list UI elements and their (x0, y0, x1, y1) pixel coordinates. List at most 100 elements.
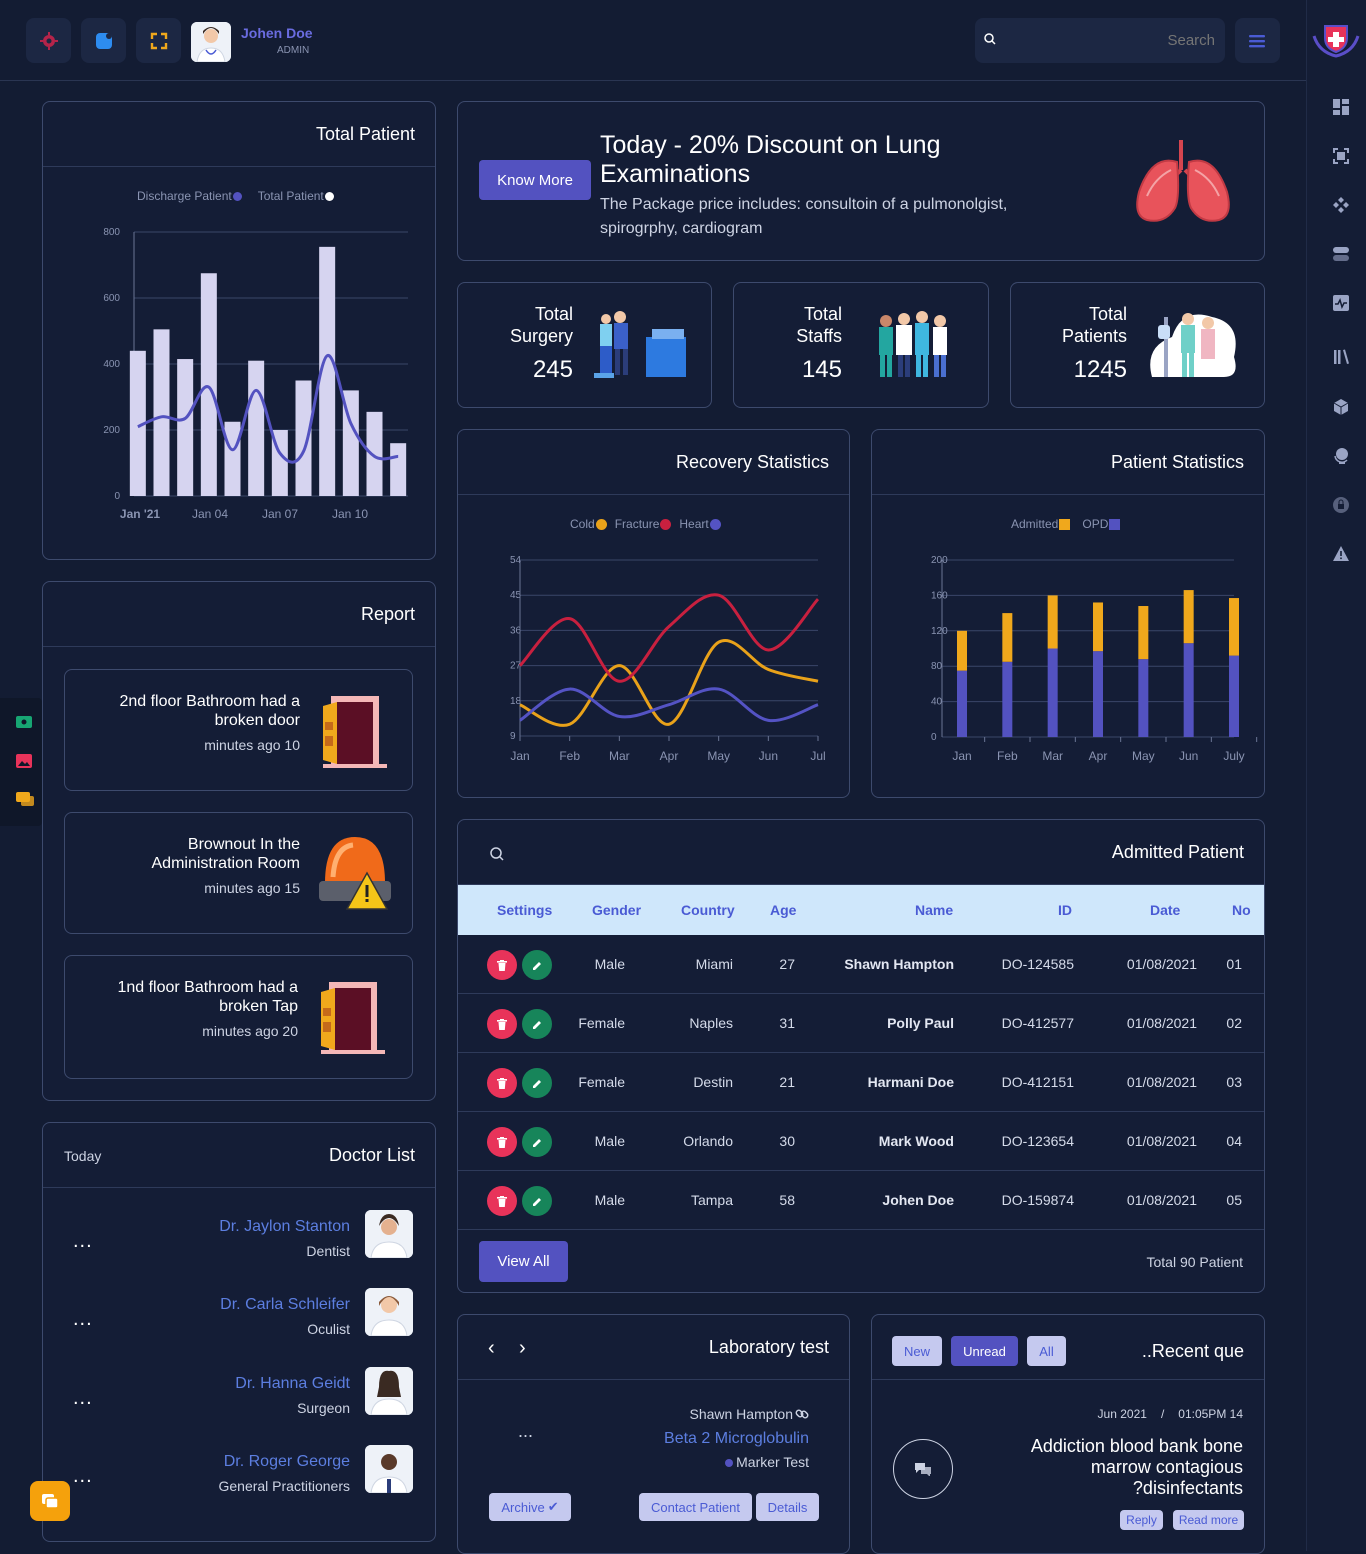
column-header[interactable]: Country (681, 902, 735, 918)
column-header[interactable]: No (1232, 902, 1251, 918)
delete-button[interactable] (487, 1186, 517, 1216)
toggle-icon[interactable] (1332, 245, 1350, 263)
chat-icon[interactable] (16, 792, 34, 806)
doctor-list-item[interactable]: ... Dr. Carla Schleifer Oculist (43, 1288, 435, 1366)
cell-name[interactable]: Mark Wood (878, 1133, 954, 1149)
column-header[interactable]: Name (915, 902, 954, 918)
table-row[interactable]: Male Tampa 58 Johen Doe DO-159874 01/08/2021 0… (458, 1171, 1264, 1230)
table-row[interactable]: Male Orlando 30 Mark Wood DO-123654 01/08/202… (458, 1112, 1264, 1171)
image-icon[interactable] (16, 754, 32, 768)
archive-button[interactable]: Archive ✔ (489, 1493, 571, 1521)
layout-icon[interactable] (1332, 147, 1350, 165)
cell-name[interactable]: Johen Doe (882, 1192, 954, 1208)
report-item[interactable]: 2nd floor Bathroom had a broken door minu… (64, 669, 413, 791)
doctor-list-item[interactable]: ... Dr. Jaylon Stanton Dentist (43, 1210, 435, 1288)
previous-arrow-icon[interactable]: ‹ (488, 1337, 495, 1359)
x-tick-label: May (1132, 749, 1155, 763)
doctor-name[interactable]: Dr. Carla Schleifer (220, 1296, 350, 1313)
search-input[interactable] (1005, 18, 1215, 63)
doctor-name[interactable]: Dr. Hanna Geidt (235, 1375, 350, 1392)
user-name[interactable]: Johen Doe (241, 25, 313, 41)
x-tick-label: Jan (510, 749, 529, 763)
tab-unread[interactable]: Unread (951, 1336, 1018, 1366)
contact-patient-button[interactable]: Contact Patient (639, 1493, 752, 1521)
edit-button[interactable] (522, 1009, 552, 1039)
question-line: Addiction blood bank bone (1030, 1436, 1243, 1456)
warning-icon[interactable] (1332, 545, 1350, 563)
card-header: Laboratory test ‹ › (458, 1315, 849, 1380)
more-options-icon[interactable]: ... (518, 1421, 534, 1441)
cell-name[interactable]: Polly Paul (887, 1015, 954, 1031)
column-header[interactable]: ID (1058, 902, 1072, 918)
x-tick-label: July (1223, 749, 1244, 763)
check-icon: ✔ (547, 1499, 559, 1514)
doctor-name[interactable]: Dr. Jaylon Stanton (219, 1218, 350, 1235)
tab-new[interactable]: New (892, 1336, 942, 1366)
details-button[interactable]: Details (756, 1493, 819, 1521)
table-row[interactable]: Male Miami 27 Shawn Hampton DO-124585 01/08/2… (458, 935, 1264, 994)
delete-button[interactable] (487, 1127, 517, 1157)
settings-button[interactable] (26, 18, 71, 63)
doctor-name[interactable]: Dr. Roger George (223, 1453, 350, 1470)
box-icon[interactable] (1332, 398, 1350, 416)
user-avatar[interactable] (191, 22, 231, 62)
floating-chat-button[interactable] (30, 1481, 70, 1521)
legend-marker (232, 192, 242, 201)
column-header[interactable]: Gender (592, 902, 642, 918)
next-arrow-icon[interactable]: › (519, 1337, 526, 1359)
table-row[interactable]: Female Naples 31 Polly Paul DO-412577 01/08/2… (458, 994, 1264, 1053)
cell-no: 03 (1226, 1074, 1242, 1090)
bar (390, 443, 407, 496)
report-item[interactable]: 1nd floor Bathroom had a broken Tap minut… (64, 955, 413, 1079)
stat-label: Total (803, 304, 842, 324)
table-row[interactable]: Female Destin 21 Harmani Doe DO-412151 01/08/… (458, 1053, 1264, 1112)
lock-icon[interactable] (1332, 496, 1350, 514)
components-icon[interactable] (1332, 196, 1350, 214)
column-header[interactable]: Age (770, 902, 797, 918)
cell-name[interactable]: Shawn Hampton (844, 956, 954, 972)
cell-id: DO-123654 (1001, 1133, 1074, 1149)
x-tick-label: Feb (559, 749, 580, 763)
lab-test-name[interactable]: Beta 2 Microglobulin (664, 1430, 809, 1447)
edit-button[interactable] (522, 1186, 552, 1216)
dashboard-icon[interactable] (1332, 98, 1350, 116)
line-series-discharge (137, 354, 399, 464)
menu-button[interactable] (1235, 18, 1280, 63)
cell-country: Naples (689, 1015, 733, 1031)
more-options-icon[interactable]: ... (73, 1465, 93, 1487)
card-header: Total Patient (43, 102, 435, 167)
reply-button[interactable]: Reply (1120, 1510, 1163, 1530)
doctor-list-item[interactable]: ... Dr. Hanna Geidt Surgeon (43, 1367, 435, 1445)
delete-button[interactable] (487, 950, 517, 980)
question-text[interactable]: Addiction blood bank bone marrow contagio… (1031, 1436, 1243, 1499)
link-icon[interactable] (795, 1407, 809, 1421)
know-more-button[interactable]: Know More (479, 160, 591, 200)
y-tick-label: 80 (931, 661, 943, 672)
more-options-icon[interactable]: ... (73, 1387, 93, 1409)
doctor-list-item[interactable]: ... Dr. Roger George General Practitione… (43, 1445, 435, 1523)
column-header[interactable]: Settings (497, 902, 553, 918)
delete-button[interactable] (487, 1009, 517, 1039)
search-icon[interactable] (489, 846, 505, 862)
read-more-button[interactable]: Read more (1173, 1510, 1244, 1530)
pulse-icon[interactable] (1332, 294, 1350, 312)
column-header[interactable]: Date (1150, 902, 1181, 918)
y-tick-label: 27 (510, 661, 522, 672)
globe-icon[interactable] (1332, 447, 1350, 465)
more-options-icon[interactable]: ... (73, 1308, 93, 1330)
edit-button[interactable] (522, 1068, 552, 1098)
search-box[interactable] (975, 18, 1225, 63)
notes-button[interactable] (81, 18, 126, 63)
fullscreen-button[interactable] (136, 18, 181, 63)
view-all-button[interactable]: View All (479, 1241, 568, 1282)
delete-button[interactable] (487, 1068, 517, 1098)
money-icon[interactable] (16, 716, 32, 728)
cell-date: 01/08/2021 (1126, 1015, 1197, 1031)
edit-button[interactable] (522, 1127, 552, 1157)
cell-name[interactable]: Harmani Doe (867, 1074, 954, 1090)
edit-button[interactable] (522, 950, 552, 980)
library-icon[interactable] (1332, 348, 1350, 366)
report-item[interactable]: Brownout In the Administration Room minut… (64, 812, 413, 934)
tab-all[interactable]: All (1027, 1336, 1066, 1366)
more-options-icon[interactable]: ... (73, 1230, 93, 1252)
